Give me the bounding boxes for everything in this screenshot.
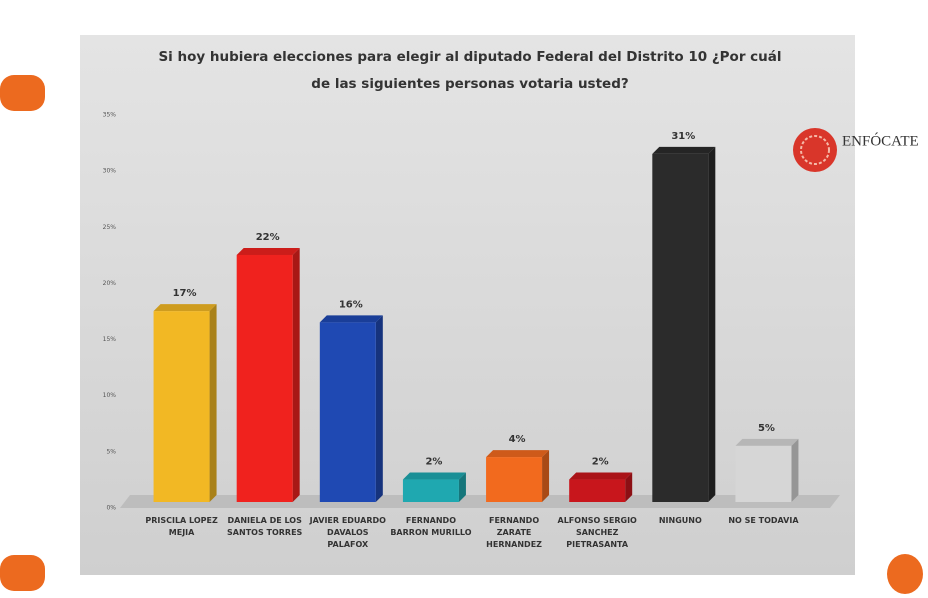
bar xyxy=(319,315,383,502)
y-tick-label: 30% xyxy=(103,168,117,175)
bar-front xyxy=(486,457,543,502)
bar-front xyxy=(735,445,792,502)
y-tick-label: 10% xyxy=(103,392,117,399)
value-label: 4% xyxy=(509,434,526,445)
x-label-box: NINGUNO xyxy=(658,516,702,525)
bar xyxy=(402,472,466,502)
bar-side xyxy=(292,247,300,502)
logo-mark xyxy=(800,135,830,165)
y-tick-label: 0% xyxy=(106,505,116,512)
bar xyxy=(486,450,550,502)
bar-side xyxy=(542,450,550,502)
decor-shape xyxy=(0,555,45,591)
bar-front xyxy=(236,254,293,502)
decor-shape xyxy=(887,554,923,594)
x-tick-label: FERNANDO ZARATE HERNANDEZ xyxy=(486,516,542,549)
bar xyxy=(569,472,633,502)
bar-top xyxy=(236,247,300,255)
x-label-box: JAVIER EDUARDO DAVALOS PALAFOX xyxy=(309,516,386,549)
x-tick-label: ALFONSO SERGIO SANCHEZ PIETRASANTA xyxy=(557,516,637,549)
bar xyxy=(652,146,716,502)
bar xyxy=(153,304,217,502)
x-label-box: FERNANDO BARRON MURILLO xyxy=(390,516,472,537)
x-tick-label: FERNANDO BARRON MURILLO xyxy=(390,516,472,537)
x-label-box: ALFONSO SERGIO SANCHEZ PIETRASANTA xyxy=(557,516,637,549)
x-label-box: DANIELA DE LOS SANTOS TORRES xyxy=(227,516,303,537)
bar-top xyxy=(153,304,217,312)
bar-front xyxy=(402,479,459,502)
x-label-box: NO SE TODAVIA xyxy=(728,516,799,525)
value-label: 17% xyxy=(173,288,197,299)
value-label: 22% xyxy=(256,232,280,243)
bar-side xyxy=(458,472,466,502)
floor xyxy=(120,495,840,508)
chart-title: Si hoy hubiera elecciones para elegir al… xyxy=(158,49,782,92)
y-tick-label: 25% xyxy=(103,224,117,231)
value-label: 2% xyxy=(592,457,609,468)
bar-side xyxy=(625,472,633,502)
bar-front xyxy=(319,322,376,502)
bar-side xyxy=(209,304,217,502)
value-label: 2% xyxy=(425,457,442,468)
value-label: 16% xyxy=(339,299,363,310)
x-tick-label: JAVIER EDUARDO DAVALOS PALAFOX xyxy=(309,516,386,549)
bar-top xyxy=(652,146,716,154)
bar-side xyxy=(708,146,716,502)
bar-top xyxy=(402,472,466,480)
decor-shape xyxy=(0,75,45,111)
y-tick-label: 20% xyxy=(103,280,117,287)
x-tick-label: NO SE TODAVIA xyxy=(728,516,799,525)
bar-front xyxy=(569,479,626,502)
bar-front xyxy=(153,311,210,502)
y-tick-label: 35% xyxy=(103,112,117,119)
logo-mark xyxy=(793,128,837,172)
bar xyxy=(735,438,799,502)
bar-top xyxy=(735,438,799,446)
bar-top xyxy=(569,472,633,480)
bar-side xyxy=(791,438,799,502)
y-tick-label: 5% xyxy=(106,448,116,455)
bar-side xyxy=(375,315,383,502)
x-tick-label: NINGUNO xyxy=(658,516,702,525)
y-tick-label: 15% xyxy=(103,336,117,343)
bar-top xyxy=(486,450,550,458)
x-label-box: PRISCILA LOPEZ MEJIA xyxy=(145,516,218,537)
bar-top xyxy=(319,315,383,323)
value-label: 31% xyxy=(671,131,695,142)
bar xyxy=(236,247,300,502)
value-label: 5% xyxy=(758,423,775,434)
bar-front xyxy=(652,153,709,502)
logo-text: ENFÓCATE xyxy=(842,132,919,149)
x-label-box: FERNANDO ZARATE HERNANDEZ xyxy=(486,516,542,549)
x-tick-label: DANIELA DE LOS SANTOS TORRES xyxy=(227,516,303,537)
title-box: Si hoy hubiera elecciones para elegir al… xyxy=(158,49,782,92)
x-tick-label: PRISCILA LOPEZ MEJIA xyxy=(145,516,218,537)
